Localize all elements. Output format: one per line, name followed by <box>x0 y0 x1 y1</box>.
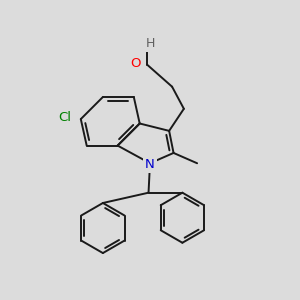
Text: N: N <box>145 158 155 171</box>
Text: H: H <box>145 37 155 50</box>
Text: Cl: Cl <box>58 111 71 124</box>
Text: O: O <box>130 57 141 70</box>
